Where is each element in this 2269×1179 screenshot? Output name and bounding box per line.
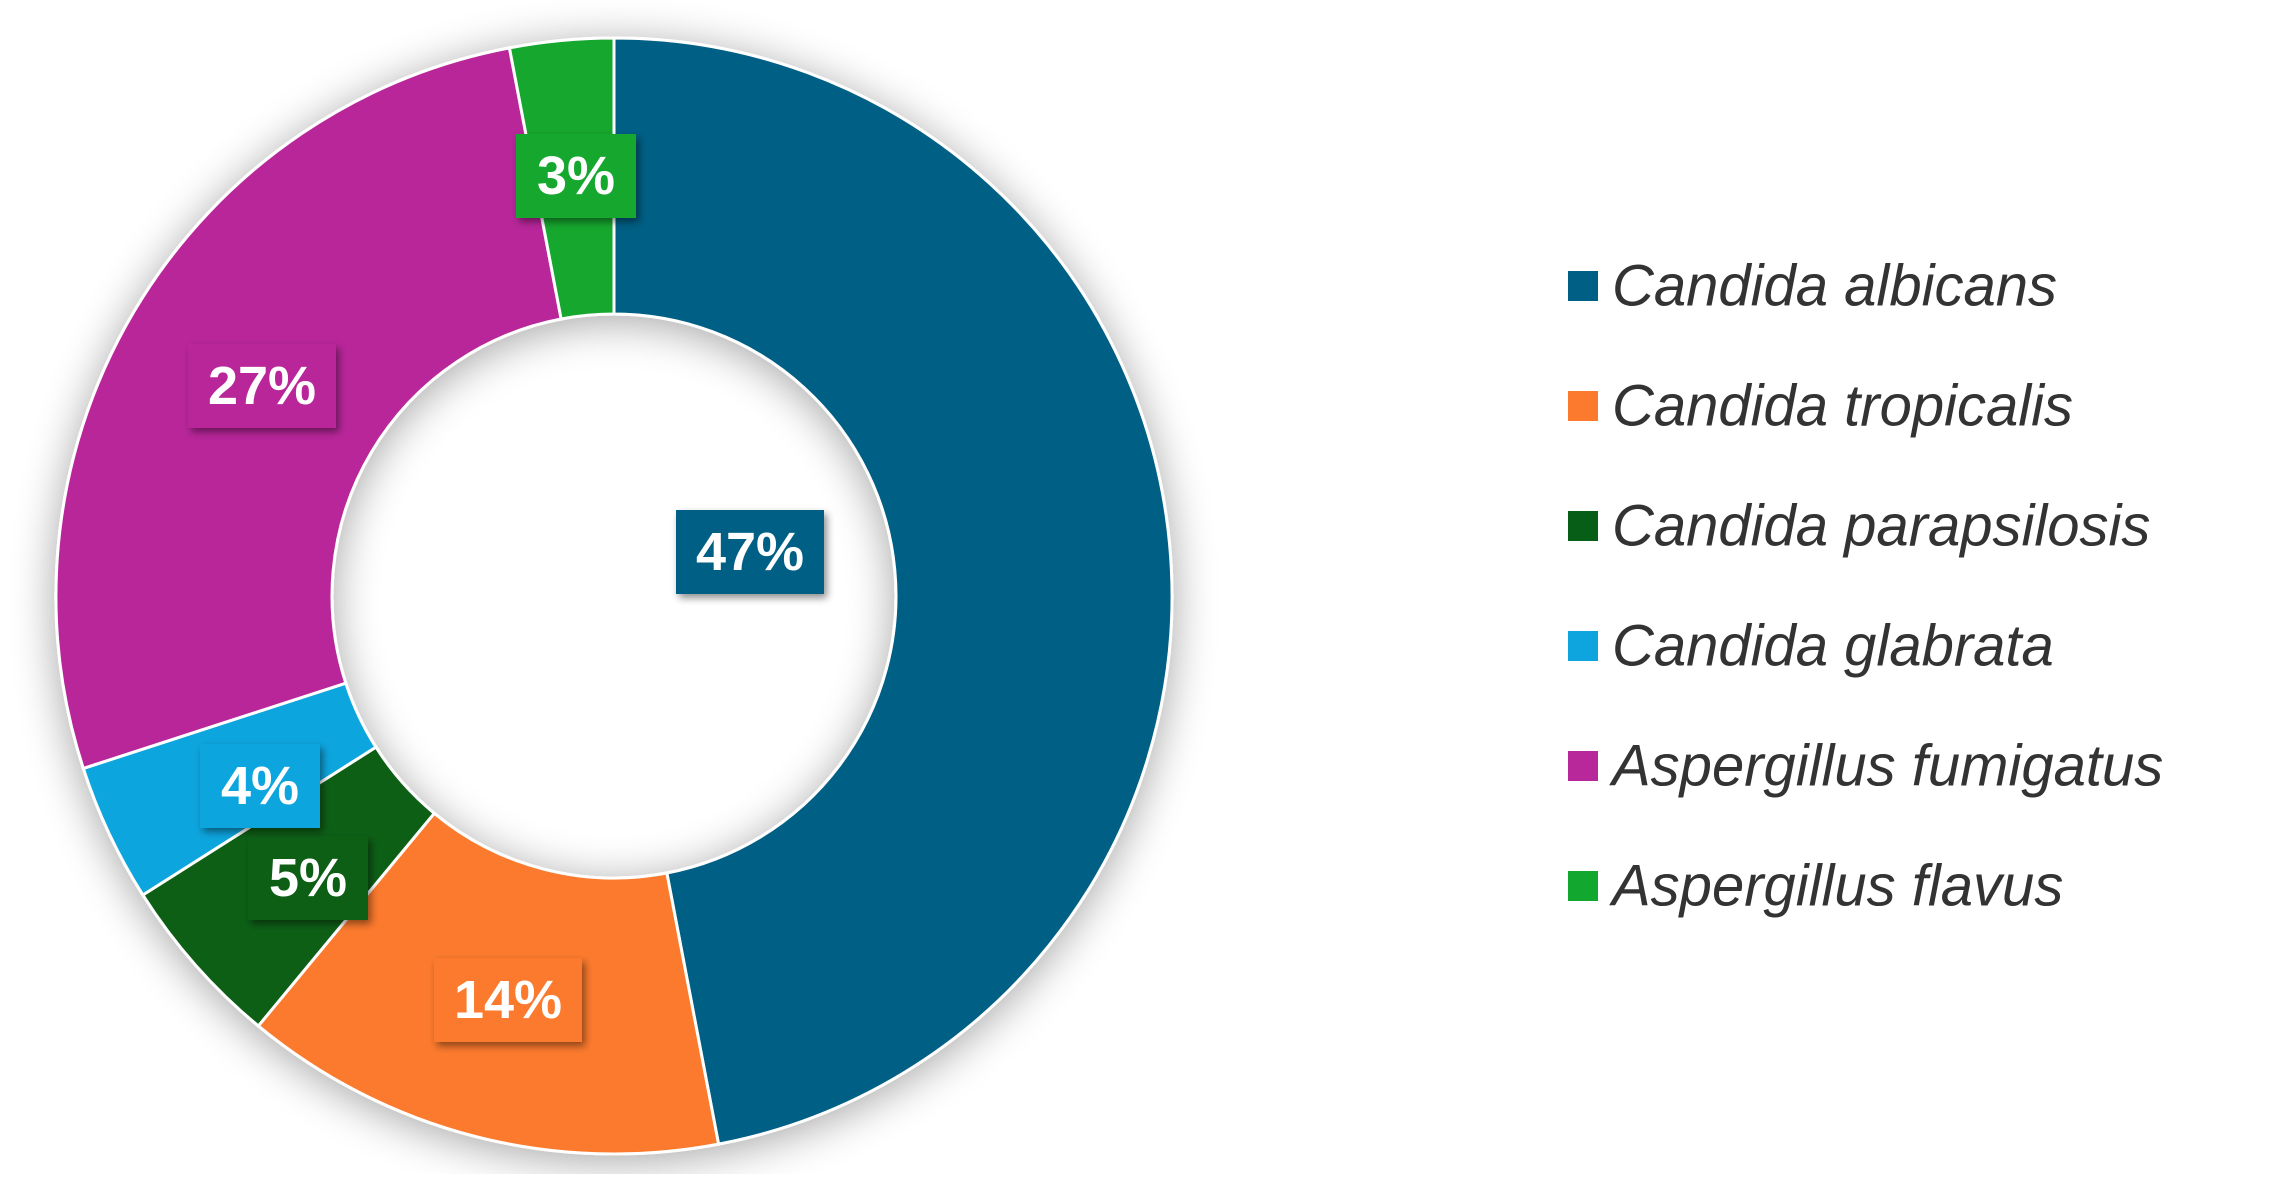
- data-label-candida-tropicalis: 14%: [434, 958, 582, 1042]
- legend-swatch: [1568, 631, 1598, 661]
- data-label-aspergillus-fumigatus: 27%: [188, 344, 336, 428]
- legend-item-aspergillus-fumigatus: Aspergillus fumigatus: [1568, 734, 2163, 799]
- legend-swatch: [1568, 871, 1598, 901]
- data-label-text: 27%: [208, 356, 316, 416]
- data-label-box: [434, 958, 582, 1042]
- legend-label: Candida albicans: [1612, 254, 2057, 319]
- legend-swatch: [1568, 751, 1598, 781]
- data-label-box: [188, 344, 336, 428]
- data-label-aspergillus-flavus: 3%: [516, 134, 636, 218]
- data-label-text: 5%: [269, 848, 347, 908]
- legend-swatch: [1568, 511, 1598, 541]
- data-label-box: [516, 134, 636, 218]
- data-label-text: 4%: [221, 756, 299, 816]
- legend-label: Candida parapsilosis: [1612, 494, 2150, 559]
- data-label-box: [200, 744, 320, 828]
- legend: Candida albicans Candida tropicalis Candid…: [1568, 254, 2163, 919]
- legend-label: Candida glabrata: [1612, 614, 2054, 679]
- legend-item-aspergillus-flavus: Aspergillus flavus: [1568, 854, 2063, 919]
- legend-swatch: [1568, 391, 1598, 421]
- slice-candida-albicans: [612, 36, 1174, 1146]
- legend-item-candida-tropicalis: Candida tropicalis: [1568, 374, 2073, 439]
- data-label-text: 14%: [454, 970, 562, 1030]
- legend-label: Aspergillus flavus: [1609, 854, 2063, 919]
- data-label-text: 3%: [537, 146, 615, 206]
- data-label-box: [676, 510, 824, 594]
- data-labels: 47% 14% 5% 4% 27% 3%: [188, 134, 824, 1042]
- legend-swatch: [1568, 271, 1598, 301]
- legend-item-candida-parapsilosis: Candida parapsilosis: [1568, 494, 2150, 559]
- data-label-candida-glabrata: 4%: [200, 744, 320, 828]
- data-label-text: 47%: [696, 522, 804, 582]
- legend-label: Candida tropicalis: [1612, 374, 2073, 439]
- data-label-candida-parapsilosis: 5%: [248, 836, 368, 920]
- data-label-candida-albicans: 47%: [676, 510, 824, 594]
- legend-label: Aspergillus fumigatus: [1609, 734, 2163, 799]
- legend-item-candida-glabrata: Candida glabrata: [1568, 614, 2054, 679]
- legend-item-candida-albicans: Candida albicans: [1568, 254, 2057, 319]
- data-label-box: [248, 836, 368, 920]
